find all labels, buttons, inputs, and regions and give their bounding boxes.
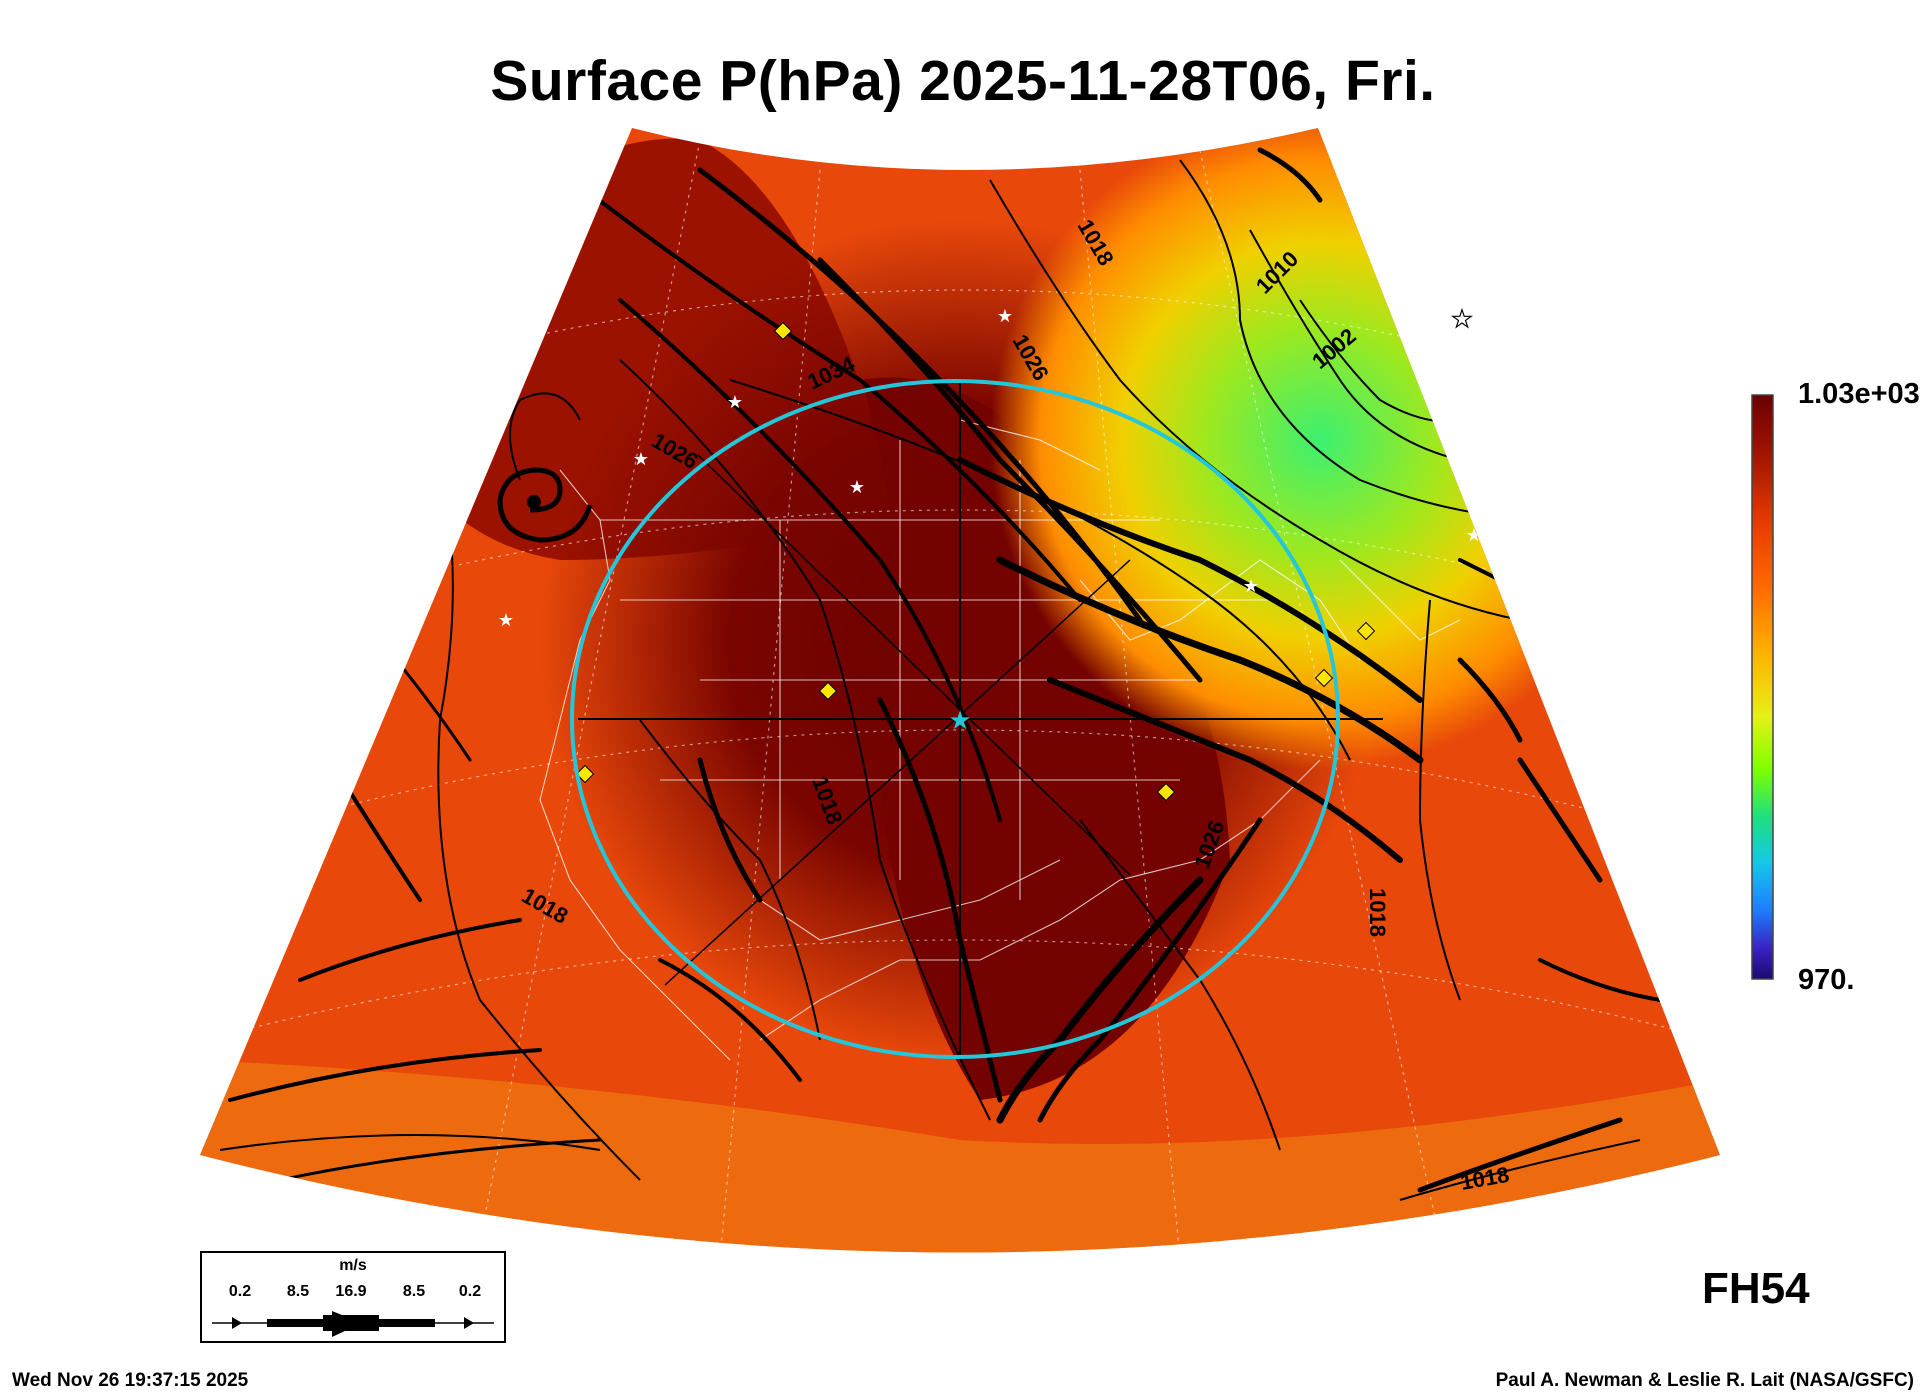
city-star: ★ (633, 449, 649, 470)
colorbar (1751, 394, 1774, 980)
station-marker (818, 681, 838, 701)
wind-legend-arrow (212, 1311, 494, 1337)
footer-credit: Paul A. Newman & Leslie R. Lait (NASA/GS… (1495, 1370, 1914, 1391)
wind-legend-value: 16.9 (335, 1283, 367, 1300)
city-star: ★ (727, 392, 743, 413)
wind-legend: m/s 0.2 8.5 16.9 8.5 0.2 (200, 1251, 506, 1343)
station-markers (575, 321, 1376, 802)
wind-legend-value: 8.5 (402, 1283, 426, 1300)
wind-legend-unit: m/s (339, 1257, 367, 1274)
offmap-star-icon: ★ (1451, 305, 1473, 333)
city-star: ★ (997, 306, 1013, 327)
station-marker (1156, 782, 1176, 802)
station-marker (1356, 621, 1376, 641)
station-marker (1314, 668, 1334, 688)
map-sector: 1018 1026 1034 1026 1018 1010 1002 1018 … (200, 128, 1720, 1253)
station-marker (575, 764, 595, 784)
wind-streamlines (228, 147, 1662, 1193)
wind-legend-value: 0.2 (228, 1283, 252, 1300)
analysis-ring (570, 379, 1340, 1059)
footer-timestamp: Wed Nov 26 19:37:15 2025 (12, 1370, 249, 1391)
cyclone-spiral (497, 467, 593, 543)
wind-legend-value: 0.2 (458, 1283, 482, 1300)
colorbar-max-label: 1.03e+03 (1798, 378, 1920, 410)
colorbar-min-label: 970. (1798, 964, 1855, 996)
wind-legend-value: 8.5 (286, 1283, 310, 1300)
pressure-zone-pacific (200, 480, 330, 940)
city-star: ★ (1466, 525, 1482, 546)
pressure-zone-south (200, 1060, 1720, 1253)
city-star: ★ (849, 477, 865, 498)
city-star: ★ (498, 610, 514, 631)
page-title: Surface P(hPa) 2025-11-28T06, Fri. (490, 49, 1436, 113)
station-marker (773, 321, 793, 341)
center-crosshair (578, 383, 1383, 1058)
colorbar-gradient (1751, 394, 1774, 980)
forecast-hour: FH54 (1702, 1264, 1810, 1313)
contour-label: 1018 (1365, 888, 1390, 937)
center-star-icon: ★ (948, 706, 971, 736)
city-star: ★ (1243, 576, 1259, 597)
city-markers: ★ ★ ★ ★ ★ ★ ★ (498, 306, 1482, 631)
